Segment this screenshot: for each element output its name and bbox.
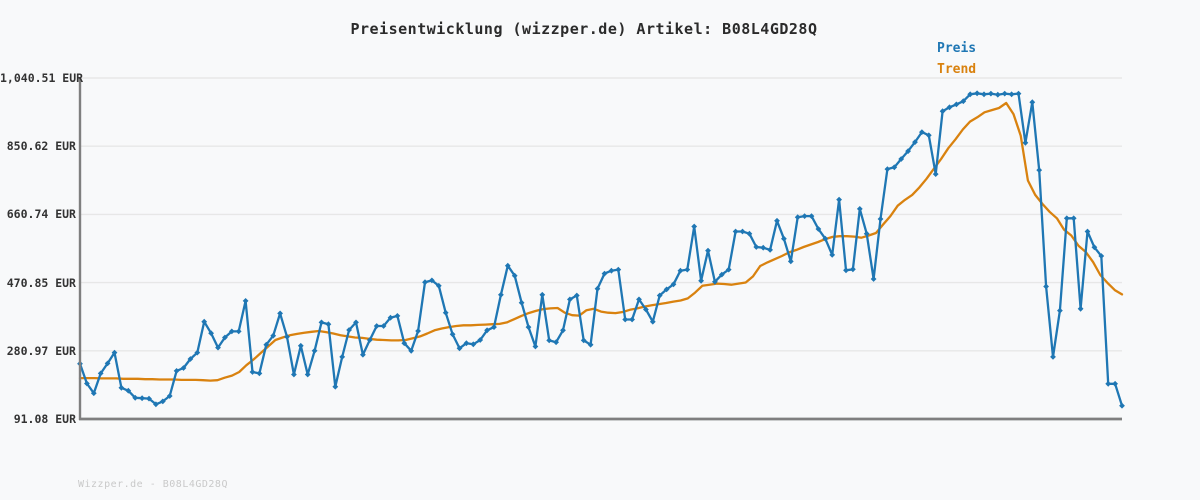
y-tick-label: 470.85 EUR bbox=[6, 275, 76, 290]
y-tick-label: 91.08 EUR bbox=[13, 412, 76, 426]
trend-line bbox=[78, 101, 1124, 382]
y-tick-label: 660.74 EUR bbox=[6, 207, 76, 222]
chart-title: Preisentwicklung (wizzper.de) Artikel: B… bbox=[350, 20, 818, 38]
y-tick-label: 280.97 EUR bbox=[6, 343, 76, 358]
preis-line bbox=[78, 92, 1124, 407]
y-tick-label: 1,040.51 EUR bbox=[0, 71, 84, 85]
y-tick-label: 850.62 EUR bbox=[6, 139, 76, 154]
chart-legend: Preis Trend bbox=[937, 38, 976, 80]
legend-item-preis: Preis bbox=[937, 41, 977, 56]
legend-item-trend: Trend bbox=[937, 62, 977, 77]
watermark-text: Wizzper.de - B08L4GD28Q bbox=[78, 479, 228, 490]
preis-markers bbox=[77, 90, 1125, 409]
